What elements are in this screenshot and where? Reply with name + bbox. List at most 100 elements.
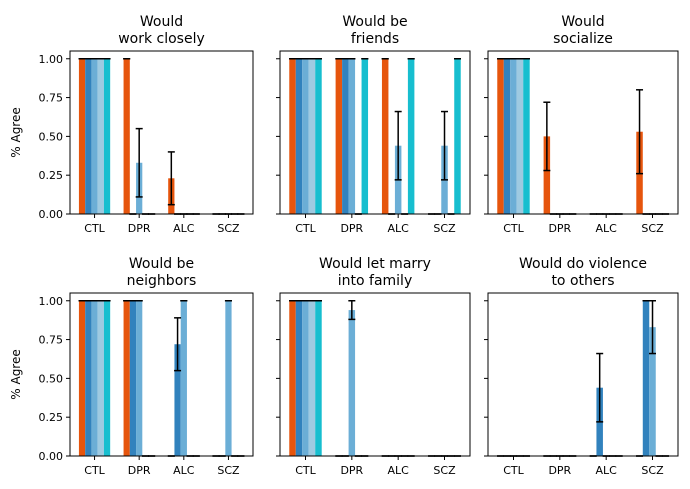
bar-ctl-4 — [516, 58, 524, 215]
bar-dpr-1 — [543, 136, 551, 214]
bar-dpr-1 — [335, 58, 343, 215]
error-bar-alc-3 — [394, 110, 402, 181]
bar-dpr-5 — [361, 58, 369, 215]
x-tick-label: ALC — [595, 222, 617, 235]
bar-dpr-2 — [129, 300, 137, 456]
bar-ctl-3 — [510, 58, 517, 215]
bar-ctl-4 — [97, 300, 104, 456]
axes-frame — [279, 292, 471, 457]
x-tick-label: ALC — [387, 222, 409, 235]
axes-frame — [279, 50, 471, 215]
error-bar-scz-1 — [636, 89, 644, 175]
y-tick-label: 0.50 — [39, 372, 64, 385]
x-tick-label: ALC — [173, 222, 195, 235]
bar-ctl-3 — [91, 58, 98, 215]
axes-frame — [487, 50, 679, 215]
panel-title-line: neighbors — [127, 273, 197, 289]
x-tick-label: SCZ — [217, 464, 240, 477]
panel-title-line: into family — [338, 273, 412, 289]
y-tick-label: 0.75 — [39, 92, 64, 105]
bar-ctl-1 — [78, 300, 86, 456]
bar-ctl-5 — [315, 58, 322, 215]
x-tick-label: DPR — [340, 464, 363, 477]
axes-frame — [69, 50, 254, 215]
error-bar-dpr-3 — [348, 300, 356, 321]
x-tick-label: SCZ — [433, 222, 456, 235]
y-tick-label: 0.25 — [39, 411, 64, 424]
bar-ctl-3 — [302, 300, 309, 456]
x-tick-label: CTL — [295, 464, 316, 477]
panel-title-line: Would — [140, 14, 183, 30]
bar-scz-2 — [642, 300, 650, 456]
panel-title-line: to others — [551, 273, 614, 289]
x-tick-label: DPR — [548, 464, 571, 477]
bar-dpr-1 — [123, 300, 130, 456]
axes-frame — [487, 292, 679, 457]
y-tick-label: 0.25 — [39, 169, 64, 182]
bar-ctl-4 — [308, 300, 316, 456]
panel-title-line: Would be — [342, 14, 407, 30]
x-tick-label: CTL — [503, 222, 524, 235]
y-tick-label: 0.75 — [39, 334, 64, 347]
x-tick-label: ALC — [173, 464, 195, 477]
bar-ctl-4 — [97, 58, 104, 215]
x-tick-label: SCZ — [641, 222, 664, 235]
x-tick-label: DPR — [128, 222, 151, 235]
x-tick-label: SCZ — [217, 222, 240, 235]
bar-ctl-1 — [289, 300, 296, 456]
error-bar-scz-3 — [441, 110, 449, 181]
x-tick-label: SCZ — [433, 464, 456, 477]
panel-title-line: Would let marry — [319, 256, 431, 272]
y-tick-label: 1.00 — [39, 295, 64, 308]
x-tick-label: DPR — [548, 222, 571, 235]
bar-ctl-2 — [85, 58, 92, 215]
bar-alc-5 — [407, 58, 415, 215]
bar-ctl-3 — [302, 58, 309, 215]
x-tick-label: CTL — [503, 464, 524, 477]
bar-dpr-2 — [342, 58, 349, 215]
x-tick-label: CTL — [295, 222, 316, 235]
panel-title-line: work closely — [118, 31, 205, 47]
bar-dpr-1 — [123, 58, 130, 215]
y-tick-label: 0.50 — [39, 130, 64, 143]
bar-ctl-1 — [78, 58, 86, 215]
error-bar-alc-2 — [596, 352, 604, 423]
error-bar-alc-1 — [167, 151, 175, 206]
x-tick-label: DPR — [340, 222, 363, 235]
y-tick-label: 0.00 — [39, 450, 64, 463]
bar-ctl-3 — [91, 300, 98, 456]
bar-dpr-3 — [348, 310, 356, 456]
bar-dpr-3 — [348, 58, 356, 215]
axes-frame — [69, 292, 254, 457]
bar-scz-5 — [454, 58, 461, 215]
bar-ctl-5 — [523, 58, 530, 215]
error-bar-dpr-1 — [543, 101, 551, 172]
x-tick-label: DPR — [128, 464, 151, 477]
bar-ctl-5 — [103, 58, 111, 215]
bar-ctl-1 — [497, 58, 504, 215]
y-axis-label: % Agree — [9, 107, 23, 157]
bar-ctl-2 — [295, 58, 303, 215]
bar-scz-3 — [225, 300, 232, 456]
bar-ctl-2 — [85, 300, 92, 456]
bar-dpr-3 — [136, 300, 143, 456]
x-tick-label: CTL — [84, 464, 105, 477]
bar-alc-2 — [174, 344, 181, 456]
panel-title-line: Would — [561, 14, 604, 30]
y-tick-label: 1.00 — [39, 53, 64, 66]
x-tick-label: ALC — [387, 464, 409, 477]
bar-ctl-1 — [289, 58, 296, 215]
bar-ctl-2 — [295, 300, 303, 456]
x-tick-label: ALC — [595, 464, 617, 477]
panel-title-line: friends — [351, 31, 399, 47]
y-axis-label: % Agree — [9, 349, 23, 399]
bar-alc-3 — [180, 300, 187, 456]
error-bar-dpr-3 — [135, 127, 143, 198]
panel-title-line: Would do violence — [519, 256, 647, 272]
